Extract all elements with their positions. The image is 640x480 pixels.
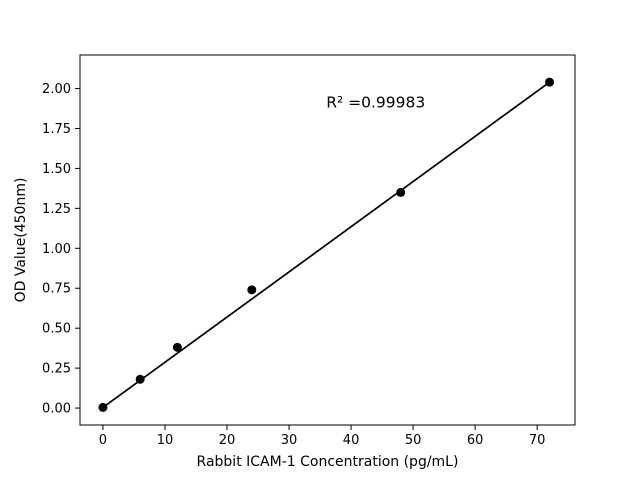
x-tick-label: 10 xyxy=(157,433,174,448)
data-point xyxy=(247,285,257,295)
x-axis-label: Rabbit ICAM-1 Concentration (pg/mL) xyxy=(197,454,459,470)
data-point xyxy=(135,374,145,384)
y-tick-label: 0.25 xyxy=(42,362,71,377)
plot-area-border xyxy=(79,54,576,426)
y-tick-label: 0.75 xyxy=(42,282,71,297)
x-tick-label: 40 xyxy=(343,433,360,448)
y-tick-label: 1.75 xyxy=(42,122,71,137)
y-axis-label: OD Value(450nm) xyxy=(13,178,29,303)
y-tick-label: 1.00 xyxy=(42,242,71,257)
x-tick-label: 50 xyxy=(405,433,422,448)
data-point xyxy=(396,187,406,197)
r-squared-annotation: R² =0.99983 xyxy=(326,94,425,112)
x-tick-label: 0 xyxy=(99,433,107,448)
y-tick-label: 0.00 xyxy=(42,402,71,417)
data-point xyxy=(98,402,108,412)
y-tick-label: 1.50 xyxy=(42,162,71,177)
y-tick-label: 1.25 xyxy=(42,202,71,217)
x-tick-label: 20 xyxy=(219,433,236,448)
x-tick-label: 70 xyxy=(529,433,546,448)
y-tick-label: 2.00 xyxy=(42,82,71,97)
x-tick-label: 60 xyxy=(467,433,484,448)
y-tick-label: 0.50 xyxy=(42,322,71,337)
x-tick-label: 30 xyxy=(281,433,298,448)
trend-line xyxy=(102,81,551,409)
data-point xyxy=(172,342,182,352)
data-point xyxy=(545,77,555,87)
